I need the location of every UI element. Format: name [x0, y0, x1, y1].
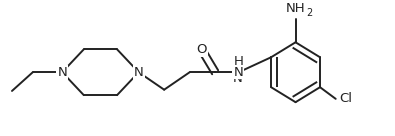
Text: N: N	[234, 66, 244, 79]
Text: Cl: Cl	[339, 92, 352, 105]
Text: NH: NH	[286, 2, 305, 15]
Text: N: N	[57, 66, 67, 79]
Text: O: O	[196, 43, 207, 56]
Text: H
N: H N	[233, 57, 243, 85]
Text: N: N	[134, 66, 143, 79]
Text: H: H	[234, 55, 244, 68]
Text: 2: 2	[307, 8, 313, 18]
